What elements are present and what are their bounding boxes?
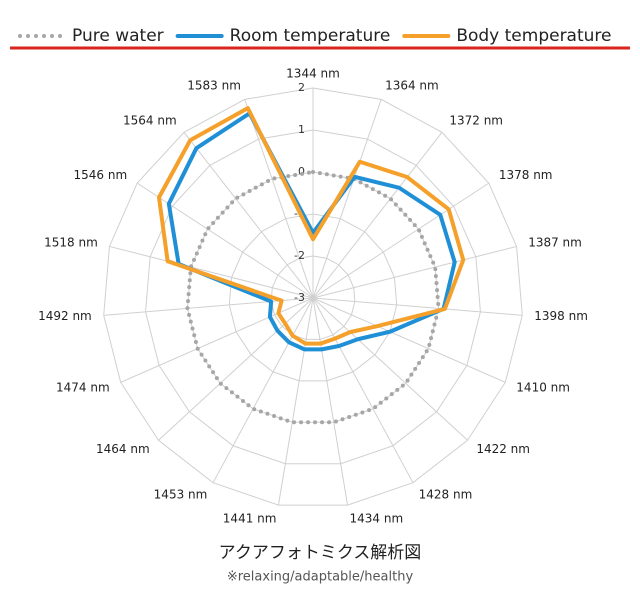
legend-label: Pure water [72, 26, 164, 46]
spoke [109, 245, 314, 299]
category-label: 1410 nm [516, 380, 570, 394]
grid-ring [228, 213, 398, 382]
category-label: 1546 nm [73, 168, 127, 182]
y-tick-label: 0 [298, 165, 305, 178]
spoke [244, 99, 314, 299]
category-label: 1344 nm [286, 67, 340, 81]
category-label: 1464 nm [96, 442, 150, 456]
spoke [312, 131, 443, 299]
category-label: 1441 nm [223, 511, 277, 525]
category-label: 1398 nm [534, 309, 588, 323]
spoke [312, 297, 523, 316]
category-label: 1372 nm [449, 114, 503, 128]
legend-label: Room temperature [230, 26, 391, 46]
spoke [312, 99, 382, 299]
y-tick-label: -3 [294, 291, 305, 304]
category-label: 1453 nm [154, 488, 208, 502]
grid-ring [103, 87, 523, 506]
category-label: 1518 nm [44, 236, 98, 250]
series-line [166, 111, 457, 352]
spoke [312, 297, 414, 483]
y-tick-label: -2 [294, 249, 305, 262]
category-label: 1583 nm [187, 79, 241, 93]
spoke [120, 297, 314, 383]
spoke [183, 131, 314, 299]
category-label: 1387 nm [528, 236, 582, 250]
series-line [156, 106, 466, 346]
legend-label: Body temperature [456, 26, 611, 46]
series-line [185, 170, 441, 425]
category-label: 1422 nm [476, 442, 530, 456]
spoke [312, 297, 349, 506]
category-label: 1364 nm [385, 79, 439, 93]
spoke [312, 297, 506, 383]
spoke [212, 297, 314, 483]
y-tick-label: 2 [298, 81, 305, 94]
spoke [277, 297, 314, 506]
spoke [136, 182, 314, 299]
category-label: 1474 nm [56, 380, 110, 394]
category-label: 1564 nm [123, 114, 177, 128]
category-label: 1492 nm [38, 309, 92, 323]
y-tick-label: 1 [298, 123, 305, 136]
category-label: 1434 nm [350, 511, 404, 525]
chart-title: アクアフォトミクス解析図 [219, 543, 422, 563]
spoke [158, 297, 314, 441]
chart-subtitle: ※relaxing/adaptable/healthy [227, 570, 414, 585]
grid-ring [270, 255, 356, 340]
spoke [312, 245, 517, 299]
spoke [312, 297, 468, 441]
legend: Pure water Room temperature Body temperatu… [18, 26, 612, 46]
category-label: 1428 nm [419, 488, 473, 502]
marks [156, 106, 466, 425]
spoke [312, 182, 490, 299]
category-label: 1378 nm [499, 168, 553, 182]
